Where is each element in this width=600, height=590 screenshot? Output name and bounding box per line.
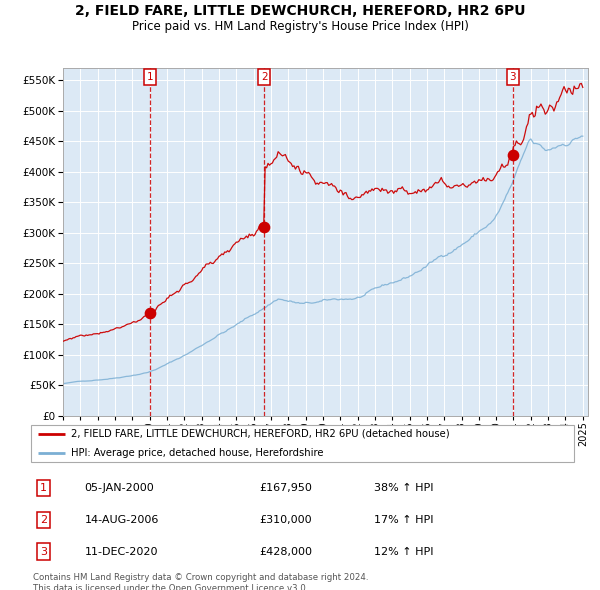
Text: Contains HM Land Registry data © Crown copyright and database right 2024.
This d: Contains HM Land Registry data © Crown c… (33, 573, 368, 590)
Text: £428,000: £428,000 (259, 546, 313, 556)
Text: 3: 3 (509, 72, 516, 82)
Text: 3: 3 (40, 546, 47, 556)
Text: 05-JAN-2000: 05-JAN-2000 (85, 483, 154, 493)
Text: 14-AUG-2006: 14-AUG-2006 (85, 515, 159, 525)
Text: 2, FIELD FARE, LITTLE DEWCHURCH, HEREFORD, HR2 6PU: 2, FIELD FARE, LITTLE DEWCHURCH, HEREFOR… (75, 4, 525, 18)
Text: 1: 1 (40, 483, 47, 493)
Text: 11-DEC-2020: 11-DEC-2020 (85, 546, 158, 556)
Text: £310,000: £310,000 (259, 515, 312, 525)
Text: 38% ↑ HPI: 38% ↑ HPI (374, 483, 433, 493)
Text: 2, FIELD FARE, LITTLE DEWCHURCH, HEREFORD, HR2 6PU (detached house): 2, FIELD FARE, LITTLE DEWCHURCH, HEREFOR… (71, 429, 449, 439)
Text: HPI: Average price, detached house, Herefordshire: HPI: Average price, detached house, Here… (71, 448, 323, 458)
Point (145, 309, 155, 318)
Point (508, 150, 517, 159)
Text: 12% ↑ HPI: 12% ↑ HPI (374, 546, 433, 556)
Text: 17% ↑ HPI: 17% ↑ HPI (374, 515, 433, 525)
FancyBboxPatch shape (31, 425, 574, 461)
Text: 2: 2 (261, 72, 268, 82)
Text: £167,950: £167,950 (259, 483, 312, 493)
Text: 1: 1 (146, 72, 153, 82)
Text: Price paid vs. HM Land Registry's House Price Index (HPI): Price paid vs. HM Land Registry's House … (131, 20, 469, 33)
Point (260, 222, 269, 231)
Text: 2: 2 (40, 515, 47, 525)
